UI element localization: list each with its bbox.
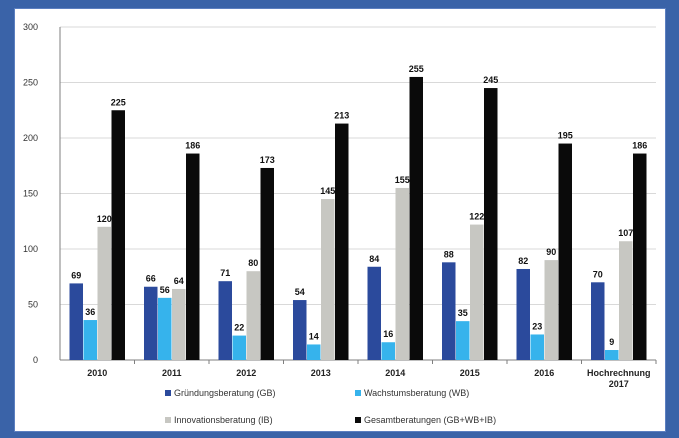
- legend-swatch: [355, 417, 361, 423]
- bar-2: [246, 271, 260, 360]
- bar-3: [558, 143, 572, 360]
- data-label: 225: [111, 97, 126, 107]
- bar-0: [218, 281, 232, 360]
- legend-swatch: [165, 417, 171, 423]
- x-tick-label: 2011: [162, 368, 182, 378]
- bar-0: [69, 283, 83, 360]
- bar-3: [409, 76, 423, 360]
- y-tick-label: 300: [23, 22, 38, 32]
- y-tick-label: 50: [28, 300, 38, 310]
- data-label: 16: [383, 329, 393, 339]
- bar-1: [83, 320, 97, 360]
- data-label: 255: [409, 64, 424, 74]
- bar-1: [158, 297, 172, 360]
- bar-2: [97, 226, 111, 360]
- bar-1: [307, 344, 321, 360]
- bar-3: [111, 110, 125, 360]
- data-label: 66: [146, 274, 156, 284]
- y-tick-label: 250: [23, 78, 38, 88]
- bar-3: [335, 123, 349, 360]
- bar-3: [186, 153, 200, 360]
- data-label: 245: [483, 75, 498, 85]
- data-label: 195: [558, 131, 573, 141]
- data-label: 145: [320, 186, 335, 196]
- y-tick-label: 100: [23, 244, 38, 254]
- x-tick-label: 2016: [534, 368, 554, 378]
- bar-3: [633, 153, 647, 360]
- x-tick-label: 2010: [87, 368, 107, 378]
- data-label: 35: [458, 308, 468, 318]
- bar-2: [321, 199, 335, 360]
- data-label: 64: [174, 276, 184, 286]
- data-label: 90: [546, 247, 556, 257]
- bar-3: [484, 88, 498, 361]
- bar-1: [605, 350, 619, 360]
- data-label: 69: [71, 270, 81, 280]
- x-tick-label: 2014: [385, 368, 405, 378]
- bar-0: [293, 300, 307, 360]
- bar-3: [260, 167, 274, 360]
- data-label: 173: [260, 155, 275, 165]
- data-label: 56: [160, 285, 170, 295]
- data-label: 186: [185, 141, 200, 151]
- bar-chart: 0 50 100 150 200 250 300 69 36 120 225 2010 66 56 64 18…: [23, 22, 657, 425]
- legend-swatch: [355, 390, 361, 396]
- bar-2: [619, 241, 633, 360]
- bar-0: [144, 286, 158, 360]
- x-tick-label: 2017: [609, 379, 629, 389]
- data-label: 88: [444, 249, 454, 259]
- legend-label: Innovationsberatung (IB): [174, 415, 273, 425]
- x-tick-label: 2015: [460, 368, 480, 378]
- data-label: 122: [469, 212, 484, 222]
- data-label: 80: [248, 258, 258, 268]
- bar-2: [544, 260, 558, 360]
- data-label: 120: [97, 214, 112, 224]
- bar-2: [395, 187, 409, 360]
- y-tick-label: 0: [33, 355, 38, 365]
- data-label: 186: [632, 141, 647, 151]
- chart-panel: 0 50 100 150 200 250 300 69 36 120 225 2010 66 56 64 18…: [14, 8, 666, 432]
- bar-2: [470, 224, 484, 360]
- data-label: 213: [334, 111, 349, 121]
- x-tick-label: 2012: [236, 368, 256, 378]
- legend-swatch: [165, 390, 171, 396]
- bar-2: [172, 288, 186, 360]
- legend-label: Gründungsberatung (GB): [174, 388, 276, 398]
- x-tick-label: Hochrechnung: [587, 368, 651, 378]
- data-label: 70: [593, 269, 603, 279]
- y-tick-label: 200: [23, 133, 38, 143]
- legend-label: Gesamtberatungen (GB+WB+IB): [364, 415, 496, 425]
- bar-1: [232, 335, 246, 360]
- bar-1: [530, 334, 544, 360]
- data-label: 23: [532, 321, 542, 331]
- bar-1: [456, 321, 470, 360]
- data-label: 82: [518, 256, 528, 266]
- data-label: 54: [295, 287, 305, 297]
- data-label: 14: [309, 331, 319, 341]
- data-label: 71: [220, 268, 230, 278]
- data-label: 84: [369, 254, 379, 264]
- y-tick-label: 150: [23, 189, 38, 199]
- x-tick-label: 2013: [311, 368, 331, 378]
- bar-1: [381, 342, 395, 360]
- data-label: 9: [609, 337, 614, 347]
- data-label: 22: [234, 323, 244, 333]
- bar-0: [367, 266, 381, 360]
- data-label: 107: [618, 228, 633, 238]
- bar-0: [591, 282, 605, 360]
- legend-label: Wachstumsberatung (WB): [364, 388, 469, 398]
- bar-0: [516, 268, 530, 360]
- data-label: 36: [85, 307, 95, 317]
- data-label: 155: [395, 175, 410, 185]
- bar-0: [442, 262, 456, 360]
